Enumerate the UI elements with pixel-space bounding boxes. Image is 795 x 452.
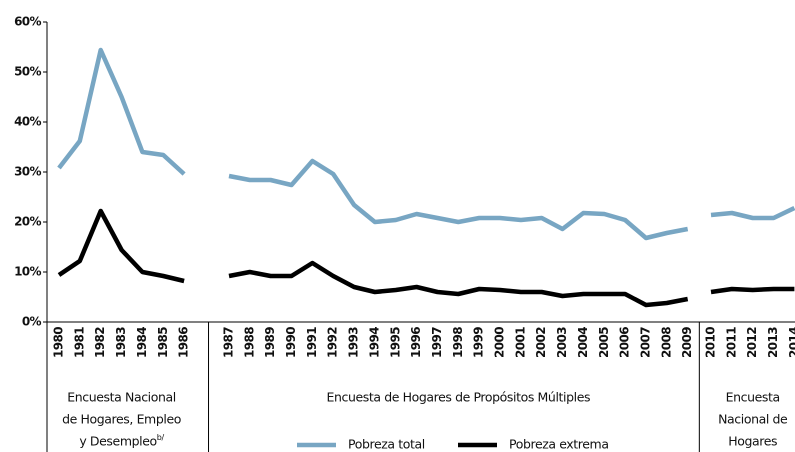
x-tick-label: 2010 bbox=[704, 327, 718, 358]
x-tick-label: 2002 bbox=[534, 327, 548, 358]
x-tick-label: 2012 bbox=[745, 327, 759, 358]
x-tick-label: 1999 bbox=[472, 327, 486, 358]
x-tick-label: 2014 bbox=[787, 327, 795, 358]
x-tick-label: 1986 bbox=[177, 327, 191, 358]
x-tick-label: 1982 bbox=[93, 327, 107, 358]
x-tick-label: 1992 bbox=[326, 327, 340, 358]
x-tick-label: 1981 bbox=[72, 327, 86, 358]
y-tick-label: 60% bbox=[14, 15, 41, 29]
x-tick-label: 1984 bbox=[135, 327, 149, 358]
series-line bbox=[228, 158, 689, 241]
x-tick-label: 1993 bbox=[347, 327, 361, 358]
x-tick-label: 1998 bbox=[451, 327, 465, 358]
x-tick-label: 1990 bbox=[284, 327, 298, 358]
x-tick-label: 1989 bbox=[263, 327, 277, 358]
legend-label: Pobreza total bbox=[348, 437, 425, 452]
x-tick-label: 2001 bbox=[513, 327, 527, 358]
series-line bbox=[57, 208, 185, 284]
x-tick-label: 2006 bbox=[618, 327, 632, 358]
x-tick-label: 1997 bbox=[430, 327, 444, 358]
y-tick-label: 10% bbox=[14, 265, 41, 279]
group-label: Nacional de bbox=[718, 412, 788, 427]
x-tick-label: 2009 bbox=[680, 327, 694, 358]
x-tick-label: 2000 bbox=[493, 327, 507, 358]
group-label: de Hogares, Empleo bbox=[62, 412, 181, 427]
series-line bbox=[228, 260, 689, 308]
x-tick-label: 1991 bbox=[305, 327, 319, 358]
x-tick-label: 1995 bbox=[388, 327, 402, 358]
group-label: Encuesta Nacional bbox=[67, 390, 176, 405]
series-line bbox=[57, 47, 186, 176]
y-tick-label: 40% bbox=[14, 115, 41, 129]
group-label: Encuesta bbox=[726, 390, 780, 405]
x-tick-label: 1985 bbox=[156, 327, 170, 358]
x-tick-label: 1987 bbox=[221, 327, 235, 358]
y-tick-label: 30% bbox=[14, 165, 41, 179]
x-tick-label: 2005 bbox=[597, 327, 611, 358]
x-tick-label: 1988 bbox=[242, 327, 256, 358]
x-tick-label: 1983 bbox=[114, 327, 128, 358]
x-tick-label: 1994 bbox=[367, 327, 381, 358]
group-label: y Desempleob/ bbox=[79, 433, 164, 449]
group-label: Encuesta de Hogares de Propósitos Múltip… bbox=[326, 390, 590, 405]
x-tick-label: 2007 bbox=[638, 327, 652, 358]
x-tick-label: 2011 bbox=[724, 327, 738, 358]
y-tick-label: 0% bbox=[22, 315, 42, 329]
y-tick-label: 20% bbox=[14, 215, 41, 229]
x-tick-label: 2003 bbox=[555, 327, 569, 358]
x-tick-label: 2004 bbox=[576, 327, 590, 358]
group-superscript: b/ bbox=[157, 433, 165, 442]
legend-label: Pobreza extrema bbox=[509, 437, 609, 452]
x-tick-label: 1980 bbox=[52, 327, 66, 358]
x-tick-label: 2013 bbox=[766, 327, 780, 358]
group-label: Hogares bbox=[728, 434, 777, 449]
series-line bbox=[710, 286, 795, 295]
x-tick-label: 1996 bbox=[409, 327, 423, 358]
x-tick-label: 2008 bbox=[659, 327, 673, 358]
series-line bbox=[710, 205, 795, 221]
y-tick-label: 50% bbox=[14, 65, 41, 79]
